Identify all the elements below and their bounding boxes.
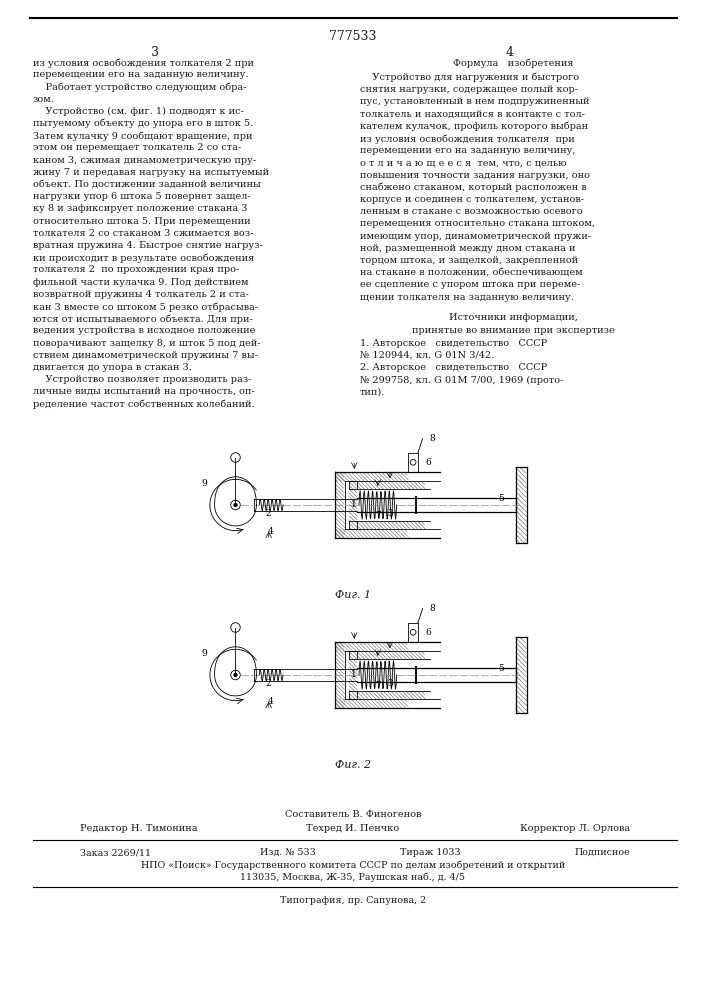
Text: снятия нагрузки, содержащее полый кор-: снятия нагрузки, содержащее полый кор- xyxy=(360,85,578,94)
Text: относительно штока 5. При перемещении: относительно штока 5. При перемещении xyxy=(33,217,250,226)
Text: тип).: тип). xyxy=(360,388,385,397)
Text: 4: 4 xyxy=(268,697,274,706)
Text: Фиг. 2: Фиг. 2 xyxy=(335,760,371,770)
Text: толкателя 2  по прохождении края про-: толкателя 2 по прохождении края про- xyxy=(33,265,239,274)
Text: Фиг. 1: Фиг. 1 xyxy=(335,590,371,600)
Text: кателем кулачок, профиль которого выбран: кателем кулачок, профиль которого выбран xyxy=(360,122,588,131)
Text: 3: 3 xyxy=(387,509,392,518)
Text: 6: 6 xyxy=(426,458,431,467)
Text: Техред И. Пенчко: Техред И. Пенчко xyxy=(306,824,399,833)
Text: 9: 9 xyxy=(201,479,207,488)
Text: Корректор Л. Орлова: Корректор Л. Орлова xyxy=(520,824,630,833)
Text: о т л и ч а ю щ е е с я  тем, что, с целью: о т л и ч а ю щ е е с я тем, что, с цель… xyxy=(360,158,566,167)
Text: 8: 8 xyxy=(429,434,435,443)
Text: 2: 2 xyxy=(266,679,271,688)
Text: жину 7 и передавая нагрузку на испытуемый: жину 7 и передавая нагрузку на испытуемы… xyxy=(33,168,269,177)
Text: 6: 6 xyxy=(426,628,431,637)
Text: ленным в стакане с возможностью осевого: ленным в стакане с возможностью осевого xyxy=(360,207,583,216)
Text: ной, размещенной между дном стакана и: ной, размещенной между дном стакана и xyxy=(360,244,575,253)
Text: вратная пружина 4. Быстрое снятие нагруз-: вратная пружина 4. Быстрое снятие нагруз… xyxy=(33,241,263,250)
Text: кан 3 вместе со штоком 5 резко отбрасыва-: кан 3 вместе со штоком 5 резко отбрасыва… xyxy=(33,302,258,312)
Text: 2. Авторское   свидетельство   СССР: 2. Авторское свидетельство СССР xyxy=(360,363,547,372)
Text: 8: 8 xyxy=(429,604,435,613)
Text: перемещения относительно стакана штоком,: перемещения относительно стакана штоком, xyxy=(360,219,595,228)
Text: Устройство для нагружения и быстрого: Устройство для нагружения и быстрого xyxy=(360,73,579,83)
Text: пус, установленный в нем подпружиненный: пус, установленный в нем подпружиненный xyxy=(360,97,590,106)
Text: 3: 3 xyxy=(387,679,392,688)
Text: Устройство (см. фиг. 1) подводят к ис-: Устройство (см. фиг. 1) подводят к ис- xyxy=(33,107,244,116)
Text: пытуемому объекту до упора его в шток 5.: пытуемому объекту до упора его в шток 5. xyxy=(33,119,253,128)
Circle shape xyxy=(234,504,237,506)
Text: повышения точности задания нагрузки, оно: повышения точности задания нагрузки, оно xyxy=(360,171,590,180)
Text: ределение частот собственных колебаний.: ределение частот собственных колебаний. xyxy=(33,400,255,409)
Text: из условия освобождения толкателя  при: из условия освобождения толкателя при xyxy=(360,134,575,143)
Text: корпусе и соединен с толкателем, установ-: корпусе и соединен с толкателем, установ… xyxy=(360,195,584,204)
Text: 1: 1 xyxy=(351,670,357,679)
Text: Источники информации,: Источники информации, xyxy=(448,313,578,322)
Text: 7: 7 xyxy=(375,681,380,690)
Text: Редактор Н. Тимонина: Редактор Н. Тимонина xyxy=(80,824,197,833)
Text: толкателя 2 со стаканом 3 сжимается воз-: толкателя 2 со стаканом 3 сжимается воз- xyxy=(33,229,253,238)
Text: нагрузки упор 6 штока 5 повернет защел-: нагрузки упор 6 штока 5 повернет защел- xyxy=(33,192,250,201)
Text: имеющим упор, динамометрической пружи-: имеющим упор, динамометрической пружи- xyxy=(360,232,591,241)
Text: Формула   изобретения: Формула изобретения xyxy=(452,58,573,68)
Text: фильной части кулачка 9. Под действием: фильной части кулачка 9. Под действием xyxy=(33,278,248,287)
Text: перемещении его на заданную величину.: перемещении его на заданную величину. xyxy=(33,70,248,79)
Text: ются от испытываемого объекта. Для при-: ются от испытываемого объекта. Для при- xyxy=(33,314,252,324)
Text: толкатель и находящийся в контакте с тол-: толкатель и находящийся в контакте с тол… xyxy=(360,110,585,119)
Text: НПО «Поиск» Государственного комитета СССР по делам изобретений и открытий: НПО «Поиск» Государственного комитета СС… xyxy=(141,861,565,870)
Text: Изд. № 533: Изд. № 533 xyxy=(260,848,316,857)
Text: 5: 5 xyxy=(498,494,504,503)
Text: 9: 9 xyxy=(201,649,207,658)
Text: двигается до упора в стакан 3.: двигается до упора в стакан 3. xyxy=(33,363,192,372)
Text: снабжено стаканом, который расположен в: снабжено стаканом, который расположен в xyxy=(360,183,587,192)
Text: возвратной пружины 4 толкатель 2 и ста-: возвратной пружины 4 толкатель 2 и ста- xyxy=(33,290,249,299)
Text: Подписное: Подписное xyxy=(574,848,630,857)
Text: № 299758, кл. G 01M 7/00, 1969 (прото-: № 299758, кл. G 01M 7/00, 1969 (прото- xyxy=(360,375,563,385)
Text: каном 3, сжимая динамометрическую пру-: каном 3, сжимая динамометрическую пру- xyxy=(33,156,256,165)
Text: 5: 5 xyxy=(498,664,504,673)
Text: 1. Авторское   свидетельство   СССР: 1. Авторское свидетельство СССР xyxy=(360,339,547,348)
Text: поворачивают защелку 8, и шток 5 под дей-: поворачивают защелку 8, и шток 5 под дей… xyxy=(33,339,260,348)
Text: ствием динамометрической пружины 7 вы-: ствием динамометрической пружины 7 вы- xyxy=(33,351,258,360)
Text: Затем кулачку 9 сообщают вращение, при: Затем кулачку 9 сообщают вращение, при xyxy=(33,131,252,141)
Text: торцом штока, и защелкой, закрепленной: торцом штока, и защелкой, закрепленной xyxy=(360,256,578,265)
Text: 2: 2 xyxy=(266,509,271,518)
Text: ку 8 и зафиксирует положение стакана 3: ку 8 и зафиксирует положение стакана 3 xyxy=(33,204,247,213)
Text: 777533: 777533 xyxy=(329,30,377,43)
Text: 4: 4 xyxy=(506,46,514,59)
Text: принятые во внимание при экспертизе: принятые во внимание при экспертизе xyxy=(411,326,614,335)
Text: ведения устройства в исходное положение: ведения устройства в исходное положение xyxy=(33,326,255,335)
Text: Устройство позволяет производить раз-: Устройство позволяет производить раз- xyxy=(33,375,252,384)
Text: 1: 1 xyxy=(351,500,357,509)
Text: Работает устройство следующим обра-: Работает устройство следующим обра- xyxy=(33,82,246,92)
Text: Заказ 2269/11: Заказ 2269/11 xyxy=(80,848,151,857)
Text: на стакане в положении, обеспечивающем: на стакане в положении, обеспечивающем xyxy=(360,268,583,277)
Text: перемещении его на заданную величину,: перемещении его на заданную величину, xyxy=(360,146,575,155)
Text: Типография, пр. Сапунова, 2: Типография, пр. Сапунова, 2 xyxy=(280,896,426,905)
Text: № 120944, кл. G 01N 3/42.: № 120944, кл. G 01N 3/42. xyxy=(360,351,494,360)
Text: ки происходит в результате освобождения: ки происходит в результате освобождения xyxy=(33,253,255,263)
Text: 113035, Москва, Ж-35, Раушская наб., д. 4/5: 113035, Москва, Ж-35, Раушская наб., д. … xyxy=(240,873,465,882)
Text: щении толкателя на заданную величину.: щении толкателя на заданную величину. xyxy=(360,293,574,302)
Text: 3: 3 xyxy=(151,46,159,59)
Text: объект. По достижении заданной величины: объект. По достижении заданной величины xyxy=(33,180,261,189)
Circle shape xyxy=(234,674,237,676)
Text: 7: 7 xyxy=(375,511,380,520)
Text: Тираж 1033: Тираж 1033 xyxy=(400,848,461,857)
Text: ее сцепление с упором штока при переме-: ее сцепление с упором штока при переме- xyxy=(360,280,580,289)
Text: из условия освобождения толкателя 2 при: из условия освобождения толкателя 2 при xyxy=(33,58,254,68)
Text: этом он перемещает толкатель 2 со ста-: этом он перемещает толкатель 2 со ста- xyxy=(33,143,241,152)
Text: 4: 4 xyxy=(268,527,274,536)
Text: Составитель В. Финогенов: Составитель В. Финогенов xyxy=(285,810,421,819)
Text: зом.: зом. xyxy=(33,95,55,104)
Text: личные виды испытаний на прочность, оп-: личные виды испытаний на прочность, оп- xyxy=(33,387,255,396)
